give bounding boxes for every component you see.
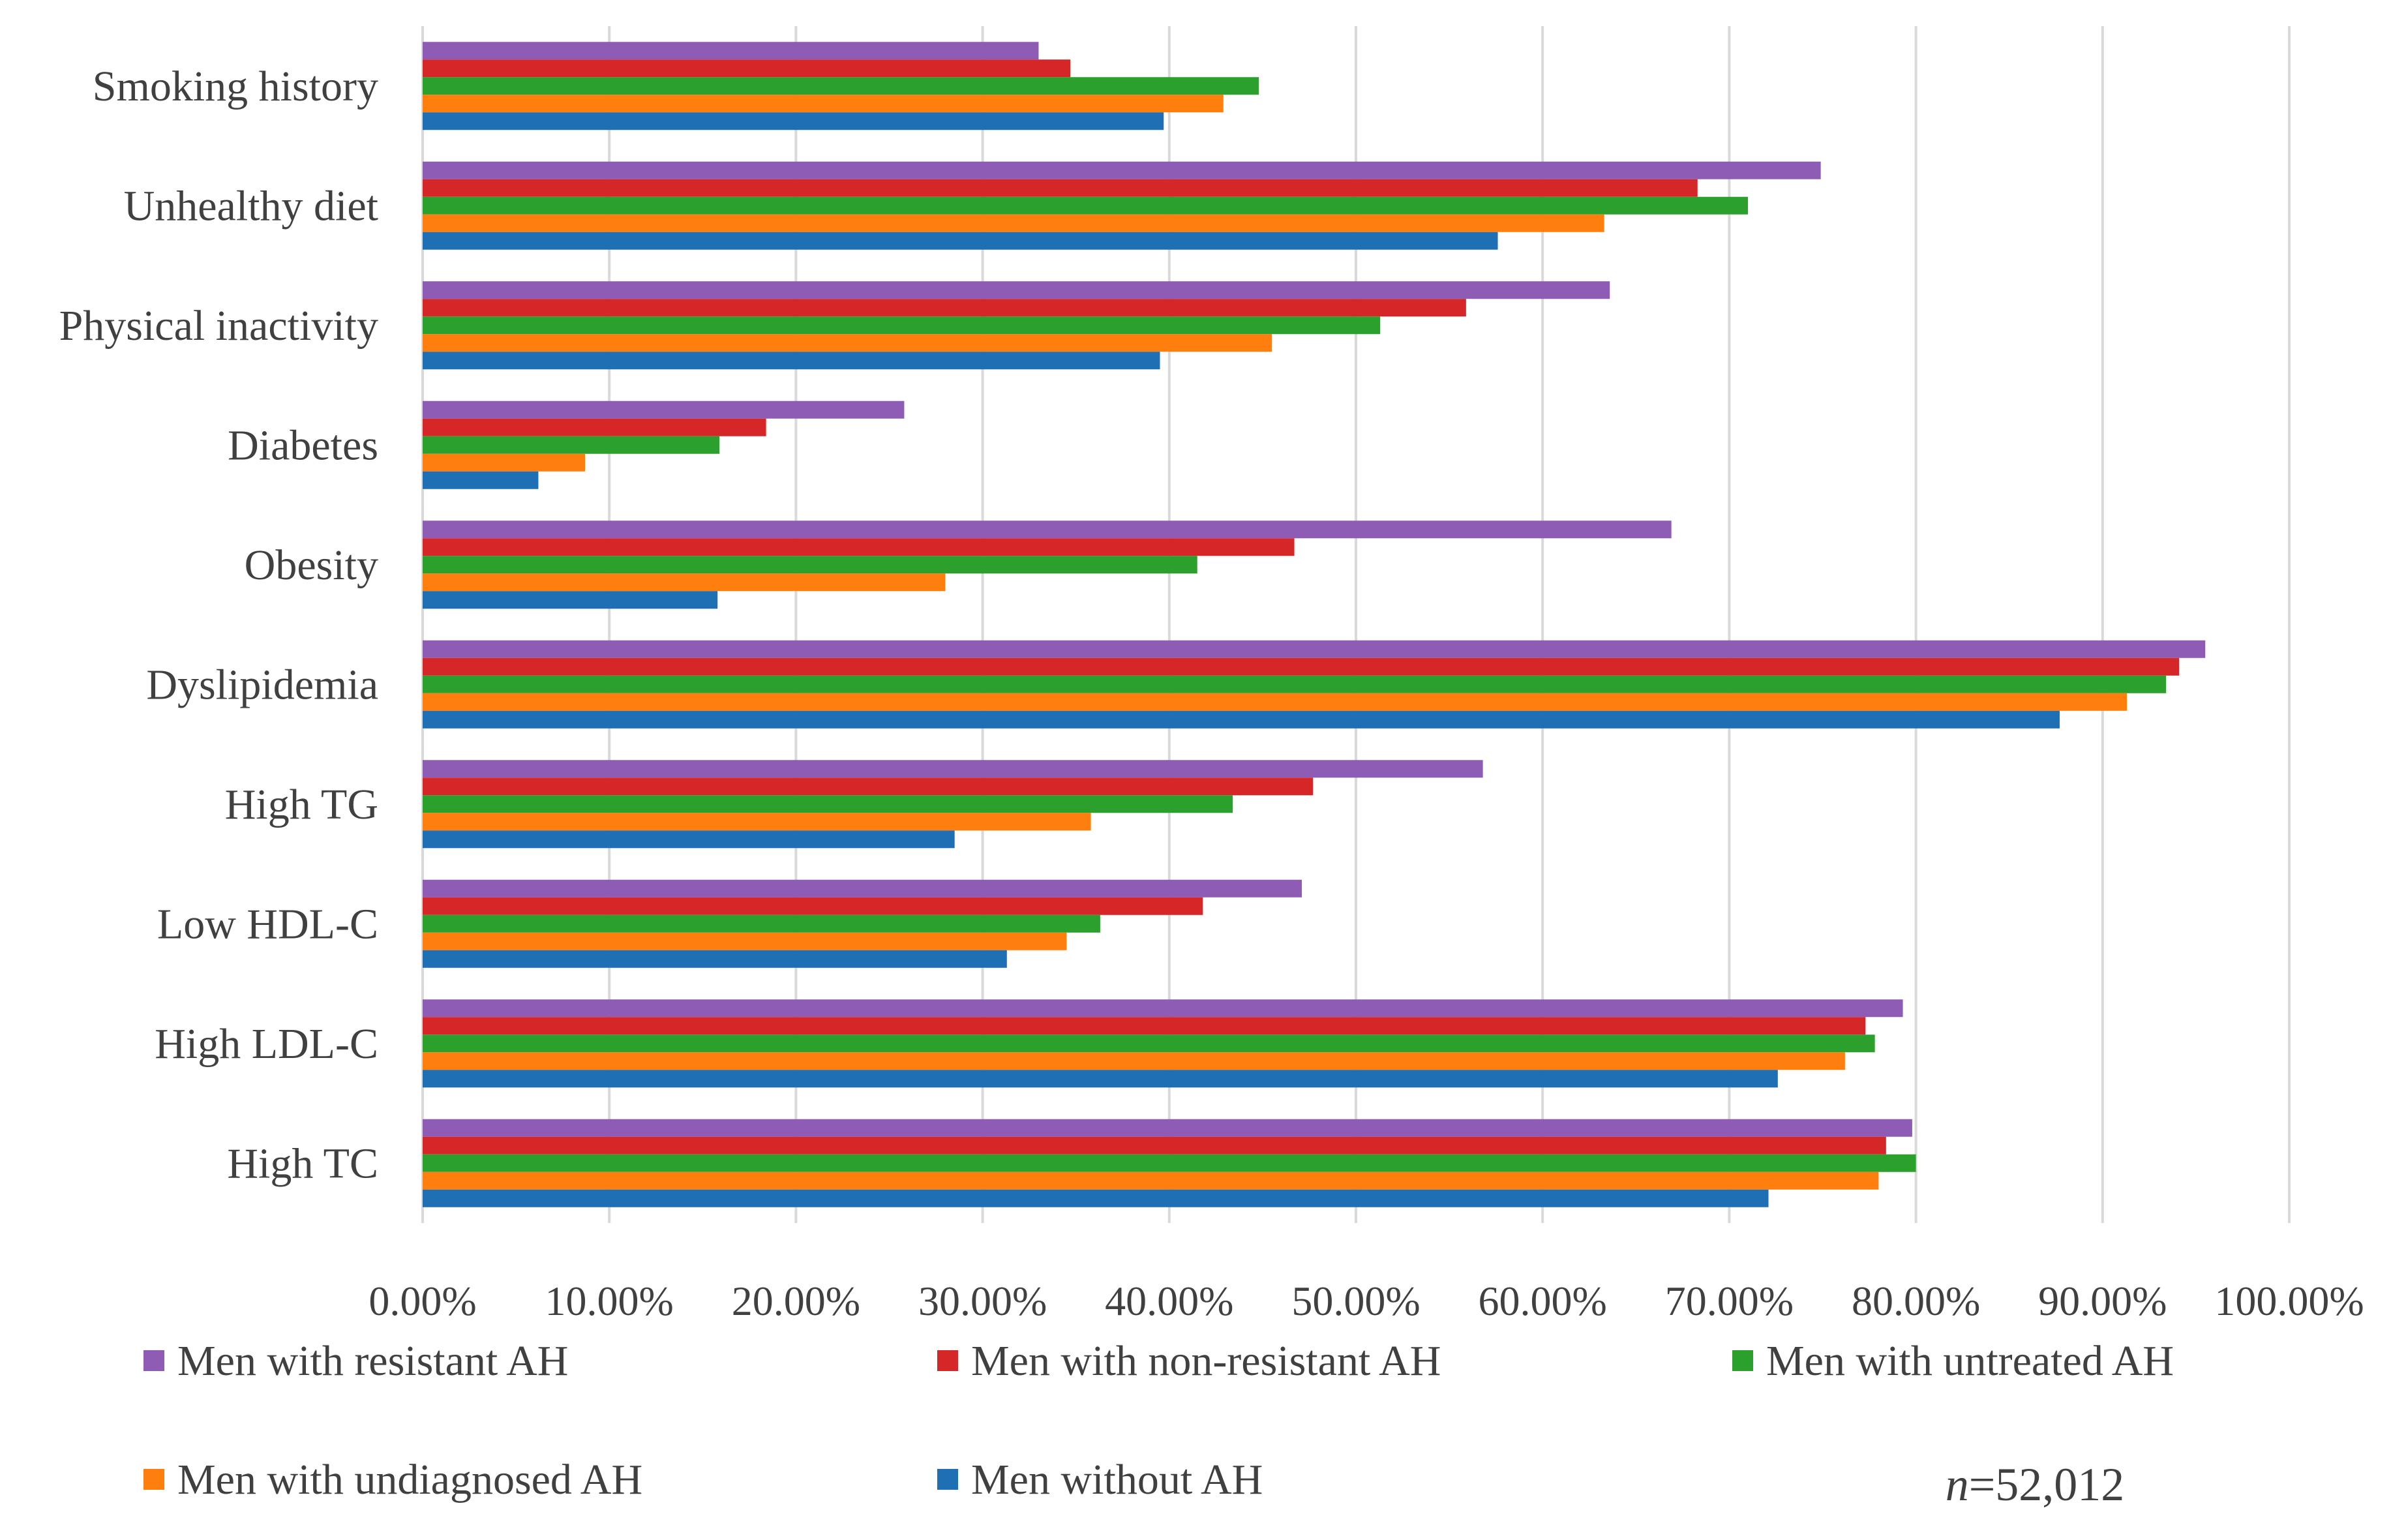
bar (423, 1171, 1879, 1190)
bar (423, 352, 1160, 370)
bar (423, 77, 1259, 95)
bar (423, 59, 1071, 78)
x-tick-label: 60.00% (1479, 1278, 1607, 1324)
category-label: Smoking history (93, 63, 378, 110)
bar (423, 675, 2167, 693)
bar (423, 1136, 1886, 1155)
bar (423, 196, 1749, 215)
bar (423, 299, 1466, 317)
bar (423, 640, 2206, 658)
category-label: Obesity (245, 541, 378, 589)
bar (423, 95, 1224, 113)
bar (423, 471, 539, 489)
bar (423, 42, 1039, 60)
legend-label: Men with untreated AH (1766, 1337, 2174, 1385)
bar (423, 418, 766, 436)
bar (423, 232, 1498, 250)
note-n: n (1946, 1458, 1969, 1511)
bar (423, 538, 1295, 556)
bar (423, 161, 1821, 179)
bar (423, 573, 946, 592)
category-labels: Smoking history Unhealthy diet Physical in… (59, 63, 378, 1188)
bar (423, 760, 1483, 778)
category-label: Physical inactivity (59, 302, 378, 350)
bar (423, 1189, 1769, 1207)
legend: Men with resistant AH Men with non-resist… (143, 1337, 2174, 1503)
x-tick-label: 90.00% (2038, 1278, 2167, 1324)
bar (423, 1070, 1778, 1088)
bar (423, 657, 2180, 676)
category-label: Dyslipidemia (146, 661, 378, 708)
bar (423, 214, 1604, 232)
x-tick-label: 80.00% (1852, 1278, 1980, 1324)
bar (423, 999, 1903, 1018)
bar (423, 879, 1302, 898)
sample-size-note: n=52,012 (1946, 1458, 2125, 1511)
bar (423, 932, 1067, 950)
bar (423, 778, 1314, 796)
bar (423, 453, 585, 472)
legend-swatch (937, 1469, 958, 1490)
category-label: Low HDL-C (157, 900, 378, 948)
legend-swatch (937, 1350, 958, 1371)
bar (423, 1034, 1875, 1053)
bar (423, 556, 1197, 574)
bar (423, 710, 2060, 729)
bars (423, 42, 2206, 1207)
x-tick-label: 50.00% (1291, 1278, 1420, 1324)
x-tick-label: 0.00% (368, 1278, 476, 1324)
bar (423, 914, 1100, 933)
legend-label: Men with undiagnosed AH (177, 1456, 642, 1503)
bar (423, 1017, 1866, 1035)
bar (423, 112, 1164, 130)
note-value: =52,012 (1969, 1458, 2125, 1511)
category-label: High TG (225, 781, 378, 828)
category-label: Diabetes (228, 421, 378, 469)
bar (423, 521, 1672, 539)
legend-swatch (143, 1469, 164, 1490)
bar (423, 316, 1381, 335)
bar (423, 1119, 1912, 1137)
bar (423, 795, 1233, 813)
bar (423, 1052, 1845, 1070)
bar (423, 693, 2128, 711)
x-tick-label: 40.00% (1105, 1278, 1233, 1324)
category-label: Unhealthy diet (124, 182, 378, 230)
legend-label: Men with non-resistant AH (971, 1337, 1441, 1385)
x-tick-label: 30.00% (918, 1278, 1047, 1324)
category-label: High TC (227, 1140, 378, 1187)
bar (423, 400, 905, 419)
legend-swatch (1732, 1350, 1753, 1371)
bar (423, 591, 718, 609)
bar (423, 334, 1272, 352)
bar (423, 281, 1610, 299)
x-tick-label: 70.00% (1665, 1278, 1794, 1324)
bar (423, 950, 1007, 968)
legend-swatch (143, 1350, 164, 1371)
bar (423, 897, 1203, 915)
category-label: High LDL-C (155, 1020, 378, 1068)
bar (423, 813, 1091, 831)
legend-label: Men with resistant AH (177, 1337, 568, 1385)
x-tick-labels: 0.00% 10.00% 20.00% 30.00% 40.00% 50.00% 60.00… (368, 1278, 2364, 1324)
legend-label: Men without AH (971, 1456, 1263, 1503)
bar (423, 1154, 1916, 1172)
x-tick-label: 20.00% (732, 1278, 860, 1324)
bar (423, 830, 955, 849)
bar (423, 179, 1698, 197)
bar (423, 436, 720, 454)
x-tick-label: 100.00% (2214, 1278, 2364, 1324)
x-tick-label: 10.00% (545, 1278, 674, 1324)
